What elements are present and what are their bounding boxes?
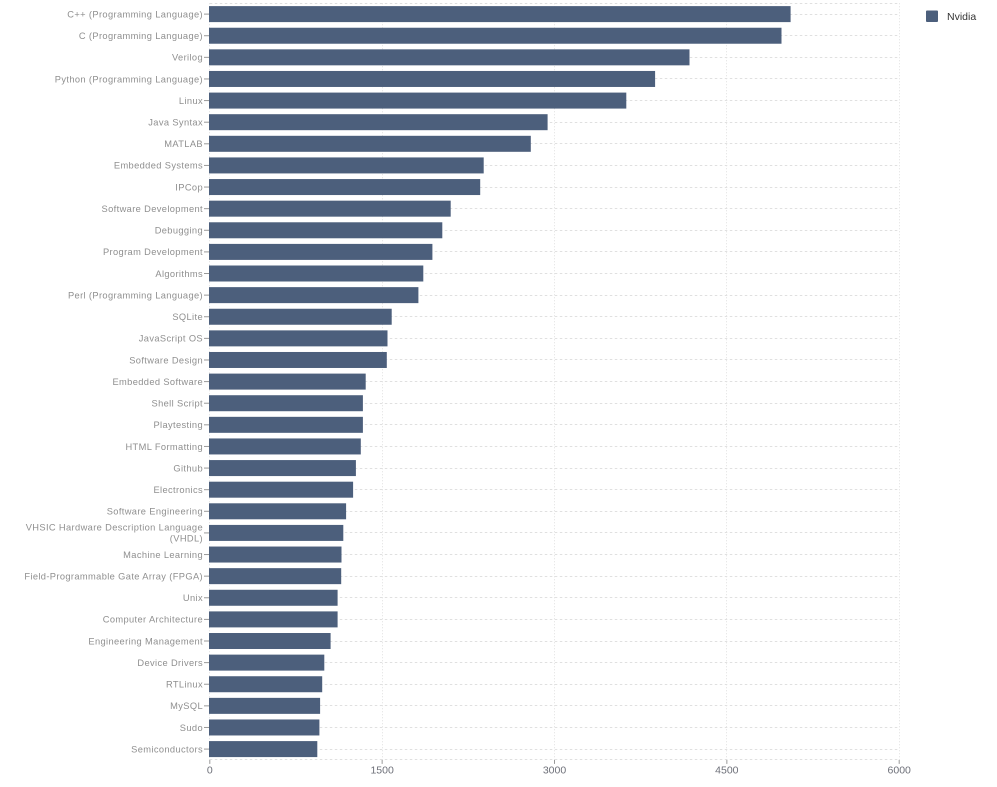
svg-text:C (Programming Language): C (Programming Language) (79, 31, 203, 41)
svg-text:Unix: Unix (183, 593, 203, 603)
svg-text:Playtesting: Playtesting (153, 420, 203, 430)
svg-text:1500: 1500 (370, 764, 394, 776)
svg-text:Linux: Linux (179, 96, 203, 106)
svg-text:Shell Script: Shell Script (152, 399, 204, 409)
svg-text:SQLite: SQLite (172, 312, 203, 322)
svg-text:Debugging: Debugging (155, 226, 203, 236)
svg-text:Engineering Management: Engineering Management (88, 636, 203, 646)
svg-text:Device Drivers: Device Drivers (137, 658, 203, 668)
svg-text:Embedded Systems: Embedded Systems (114, 161, 203, 171)
svg-text:Semiconductors: Semiconductors (131, 744, 203, 754)
svg-text:RTLinux: RTLinux (166, 680, 203, 690)
svg-text:Program Development: Program Development (103, 247, 203, 257)
svg-text:JavaScript OS: JavaScript OS (139, 334, 203, 344)
svg-text:0: 0 (207, 764, 213, 776)
svg-text:Perl (Programming Language): Perl (Programming Language) (68, 290, 203, 300)
svg-text:Embedded Software: Embedded Software (112, 377, 203, 387)
svg-text:VHSIC Hardware Description Lan: VHSIC Hardware Description Language (26, 523, 203, 533)
svg-text:HTML Formatting: HTML Formatting (125, 442, 203, 452)
svg-text:Github: Github (173, 463, 203, 473)
svg-text:MATLAB: MATLAB (164, 139, 203, 149)
svg-text:Nvidia: Nvidia (947, 11, 976, 23)
svg-text:Algorithms: Algorithms (155, 269, 203, 279)
svg-text:Python (Programming Language): Python (Programming Language) (55, 74, 203, 84)
svg-text:Software Engineering: Software Engineering (107, 507, 203, 517)
svg-text:Verilog: Verilog (172, 53, 203, 63)
svg-text:3000: 3000 (543, 764, 567, 776)
svg-text:IPCop: IPCop (175, 182, 203, 192)
svg-text:Software Development: Software Development (102, 204, 203, 214)
svg-text:4500: 4500 (715, 764, 739, 776)
svg-text:Field-Programmable Gate Array: Field-Programmable Gate Array (FPGA) (24, 571, 203, 581)
svg-text:Machine Learning: Machine Learning (123, 550, 203, 560)
svg-text:Electronics: Electronics (153, 485, 203, 495)
svg-text:(VHDL): (VHDL) (170, 534, 203, 544)
svg-text:MySQL: MySQL (170, 701, 203, 711)
svg-text:C++ (Programming Language): C++ (Programming Language) (67, 9, 203, 19)
svg-text:6000: 6000 (888, 764, 912, 776)
svg-text:Software Design: Software Design (129, 355, 203, 365)
svg-text:Java Syntax: Java Syntax (148, 117, 203, 127)
svg-text:Sudo: Sudo (180, 723, 203, 733)
svg-text:Computer Architecture: Computer Architecture (103, 615, 203, 625)
